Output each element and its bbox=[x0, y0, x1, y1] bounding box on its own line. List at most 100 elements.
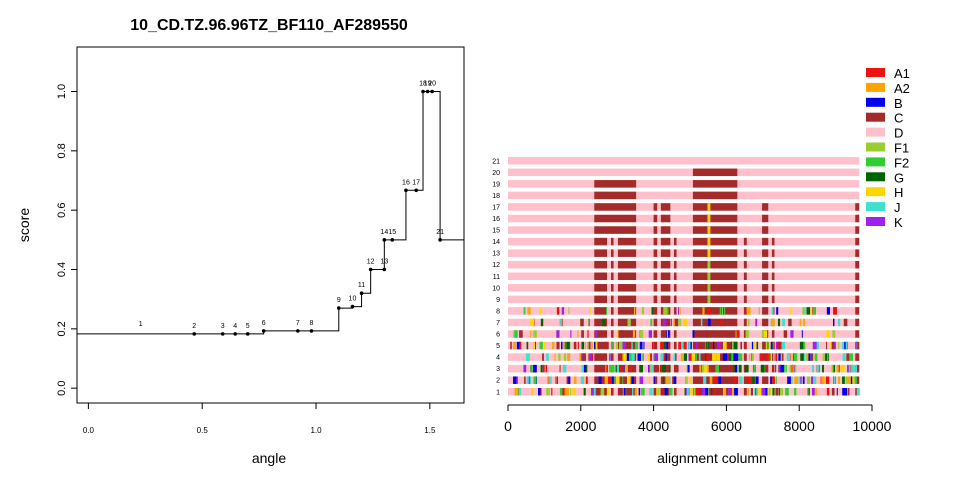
row-mosaic-segment bbox=[793, 353, 798, 361]
row-mosaic-segment bbox=[641, 307, 645, 315]
row-segment bbox=[594, 180, 637, 188]
step-point-label: 11 bbox=[358, 282, 365, 289]
row-mosaic-segment bbox=[794, 376, 798, 384]
row-mosaic-segment bbox=[539, 307, 542, 315]
row-label: 4 bbox=[496, 355, 500, 362]
row-mosaic-segment bbox=[825, 353, 830, 361]
row-mosaic-segment bbox=[782, 318, 785, 327]
row-mosaic-segment bbox=[530, 330, 532, 338]
row-mosaic-segment bbox=[794, 388, 797, 396]
row-marker bbox=[707, 272, 711, 280]
row-mosaic-segment bbox=[832, 318, 835, 327]
step-point-label: 18 bbox=[419, 81, 427, 88]
row-segment bbox=[660, 295, 671, 304]
row-background bbox=[508, 180, 860, 188]
row-mosaic-segment bbox=[670, 318, 673, 327]
row-mosaic-segment bbox=[719, 307, 722, 315]
alignment-row bbox=[508, 260, 860, 269]
row-mosaic-segment bbox=[631, 341, 633, 350]
row-mosaic-segment bbox=[806, 307, 811, 315]
row-mosaic-segment bbox=[606, 307, 608, 315]
row-mosaic-segment bbox=[747, 318, 750, 327]
row-segment bbox=[594, 330, 608, 338]
row-segment bbox=[611, 295, 614, 304]
row-mosaic-segment bbox=[755, 376, 759, 384]
row-mosaic-segment bbox=[703, 376, 707, 384]
step-point-label: 6 bbox=[262, 320, 266, 327]
row-segment bbox=[673, 249, 677, 257]
row-mosaic-segment bbox=[713, 341, 715, 350]
alignment-row bbox=[508, 284, 860, 292]
row-mosaic-segment bbox=[780, 353, 783, 361]
right-x-tick-label: 10000 bbox=[853, 418, 892, 434]
legend-entry: A1 bbox=[894, 66, 910, 81]
row-segment bbox=[692, 203, 738, 211]
row-mosaic-segment bbox=[561, 341, 563, 350]
left-x-tick-label: 0.5 bbox=[197, 426, 209, 435]
row-segment bbox=[692, 341, 738, 350]
alignment-row bbox=[508, 318, 860, 327]
row-mosaic-segment bbox=[660, 353, 664, 361]
row-segment bbox=[771, 330, 775, 338]
row-mosaic-segment bbox=[701, 364, 704, 373]
row-mosaic-segment bbox=[855, 364, 857, 373]
row-mosaic-segment bbox=[650, 318, 653, 327]
row-segment bbox=[673, 364, 677, 373]
row-mosaic-segment bbox=[845, 376, 848, 384]
row-mosaic-segment bbox=[582, 353, 586, 361]
row-segment bbox=[692, 260, 738, 269]
row-background bbox=[508, 388, 860, 396]
row-segment bbox=[660, 284, 671, 292]
row-mosaic-segment bbox=[791, 353, 793, 361]
row-mosaic-segment bbox=[556, 376, 558, 384]
row-mosaic-segment bbox=[516, 376, 518, 384]
row-segment bbox=[611, 284, 614, 292]
row-segment bbox=[855, 226, 860, 234]
row-segment bbox=[743, 284, 747, 292]
row-segment bbox=[673, 272, 677, 280]
row-mosaic-segment bbox=[678, 307, 680, 315]
row-label: 16 bbox=[492, 216, 500, 223]
row-mosaic-segment bbox=[573, 376, 577, 384]
row-mosaic-segment bbox=[814, 353, 818, 361]
step-point-label: 16 bbox=[402, 179, 410, 186]
row-mosaic-segment bbox=[772, 341, 774, 350]
step-point-label: 14 bbox=[380, 229, 388, 236]
step-line bbox=[77, 91, 464, 335]
row-mosaic-segment bbox=[730, 353, 734, 361]
row-mosaic-segment bbox=[580, 376, 584, 384]
row-mosaic-segment bbox=[523, 364, 527, 373]
row-mosaic-segment bbox=[780, 364, 784, 373]
row-mosaic-segment bbox=[733, 341, 738, 350]
row-mosaic-segment bbox=[614, 376, 616, 384]
alignment-row bbox=[508, 341, 860, 350]
row-segment bbox=[692, 249, 738, 257]
row-mosaic-segment bbox=[747, 376, 751, 384]
row-mosaic-segment bbox=[811, 364, 814, 373]
left-y-tick-label: 1.0 bbox=[56, 84, 68, 99]
row-mosaic-segment bbox=[746, 307, 751, 315]
row-segment bbox=[594, 364, 608, 373]
row-mosaic-segment bbox=[772, 388, 775, 396]
row-mosaic-segment bbox=[786, 353, 791, 361]
left-y-axis-label: score bbox=[16, 208, 32, 242]
left-y-tick-label: 0.6 bbox=[56, 203, 68, 218]
row-mosaic-segment bbox=[753, 341, 755, 350]
row-mosaic-segment bbox=[692, 330, 695, 338]
step-point-label: 17 bbox=[412, 179, 420, 186]
row-segment bbox=[617, 237, 637, 246]
row-mosaic-segment bbox=[707, 341, 709, 350]
row-segment bbox=[653, 214, 658, 223]
row-background bbox=[508, 307, 860, 315]
row-segment bbox=[594, 318, 608, 327]
row-segment bbox=[653, 226, 658, 234]
row-mosaic-segment bbox=[664, 388, 667, 396]
row-mosaic-segment bbox=[610, 341, 613, 350]
row-segment bbox=[594, 353, 608, 361]
row-mosaic-segment bbox=[763, 330, 768, 338]
row-marker bbox=[707, 260, 711, 269]
row-mosaic-segment bbox=[666, 341, 669, 350]
step-point bbox=[390, 238, 395, 242]
row-mosaic-segment bbox=[582, 376, 585, 384]
row-mosaic-segment bbox=[755, 318, 758, 327]
